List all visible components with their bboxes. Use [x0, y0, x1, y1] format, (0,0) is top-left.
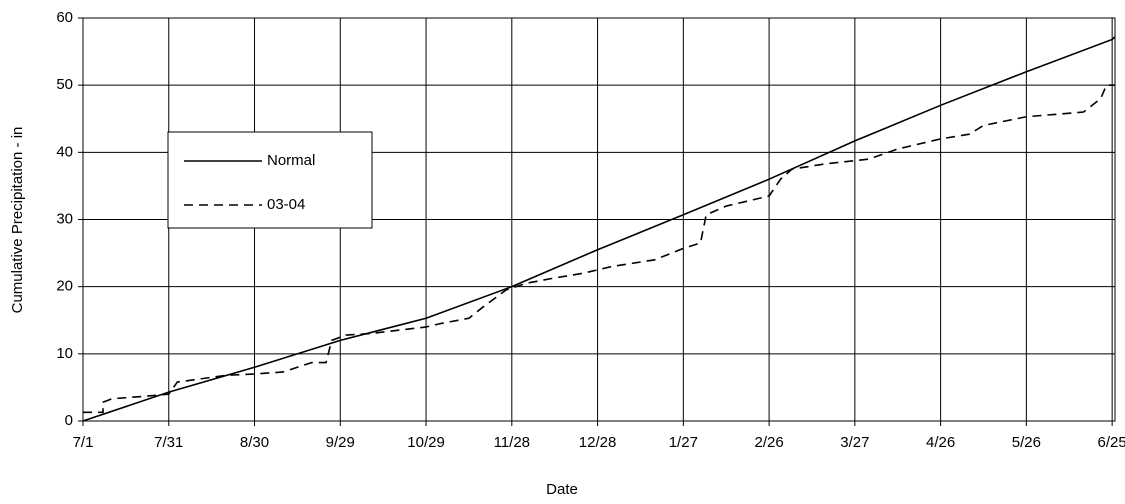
x-tick-label: 9/29 [326, 434, 355, 451]
x-tick-label: 6/25 [1098, 434, 1125, 451]
x-tick-label: 12/28 [579, 434, 617, 451]
x-tick-label: 5/26 [1012, 434, 1041, 451]
x-tick-label: 10/29 [407, 434, 445, 451]
x-tick-label: 11/28 [494, 434, 530, 451]
legend-box [167, 131, 373, 229]
x-tick-label: 8/30 [240, 434, 269, 451]
y-tick-label: 60 [56, 9, 73, 26]
x-axis-label: Date [546, 481, 578, 498]
series-line [83, 84, 1115, 414]
legend-label: 03-04 [267, 196, 305, 213]
x-tick-label: 3/27 [840, 434, 869, 451]
x-tick-label: 7/1 [73, 434, 94, 451]
plot-frame [82, 17, 1116, 422]
y-axis-label: Cumulative Precipitation - in [9, 127, 26, 314]
x-tick-label: 4/26 [926, 434, 955, 451]
y-tick-label: 50 [56, 76, 73, 93]
y-tick-label: 30 [56, 210, 73, 227]
legend-label: Normal [267, 152, 315, 169]
y-tick-label: 40 [56, 143, 73, 160]
series-line [82, 36, 1116, 422]
x-tick-label: 2/26 [754, 434, 783, 451]
y-tick-label: 0 [65, 412, 73, 429]
x-tick-label: 7/31 [154, 434, 183, 451]
x-tick-label: 1/27 [669, 434, 698, 451]
y-tick-label: 20 [56, 278, 73, 295]
y-tick-label: 10 [56, 345, 73, 362]
